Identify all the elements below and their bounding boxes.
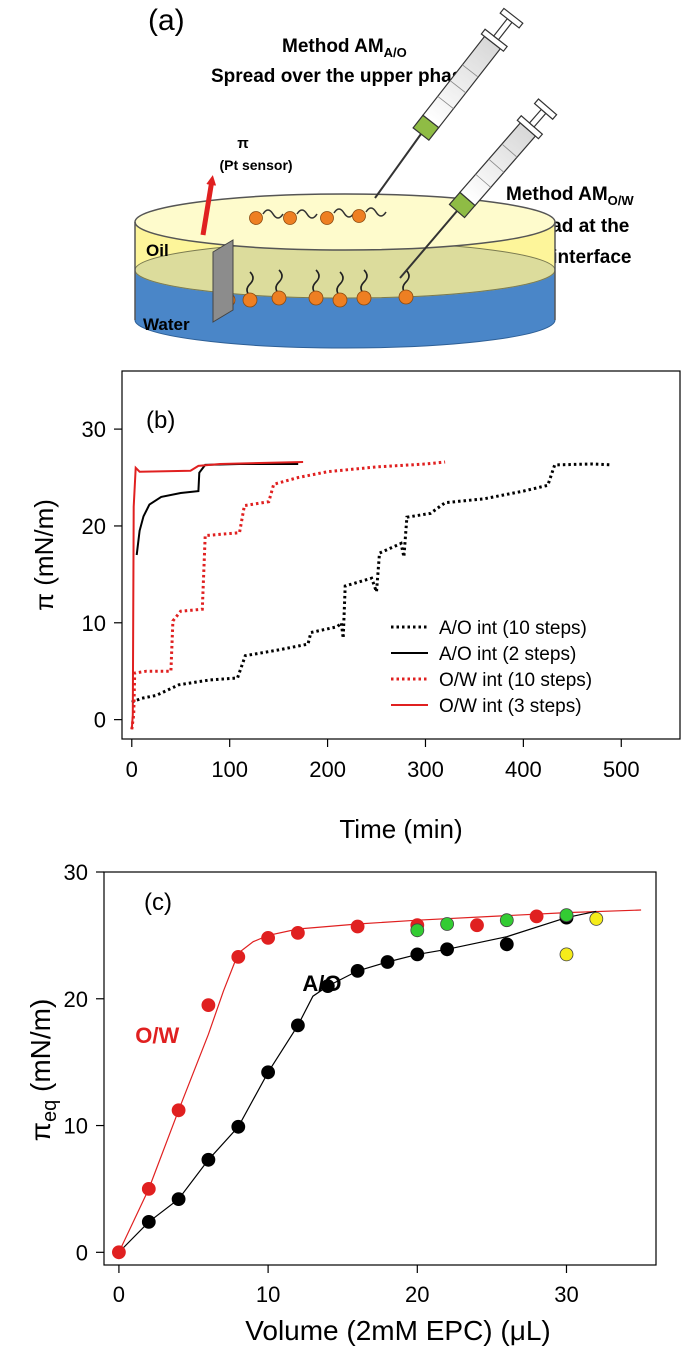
panel-c-point-green bbox=[559, 908, 574, 922]
panel-c-fit-line-0 bbox=[118, 909, 642, 1253]
panel-b-legend-label-1: A/O int (2 steps) bbox=[439, 644, 576, 665]
syringe-ow-icon bbox=[399, 98, 558, 279]
panel-c-point-green bbox=[410, 923, 425, 938]
panel-c-xlabel: Volume (2mM EPC) (μL) bbox=[245, 1315, 551, 1346]
panel-b-xtick-label: 200 bbox=[309, 757, 346, 782]
panel-c-point-ao bbox=[290, 1018, 305, 1033]
oil-label: Oil bbox=[146, 241, 169, 260]
panel-c-point-ao bbox=[380, 955, 395, 969]
panel-c-point-ao bbox=[440, 942, 455, 957]
panel-c-point-ow bbox=[231, 950, 246, 964]
panel-c-point-ao bbox=[410, 947, 425, 962]
panel-c-annotation-1: A/O bbox=[302, 971, 341, 996]
panel-c-point-ao bbox=[320, 979, 335, 993]
panel-c-point-ao bbox=[201, 1152, 216, 1167]
panel-c-point-ow bbox=[141, 1182, 156, 1196]
panel-c-axes: 0 10 20 30 0 10 20 30 bbox=[64, 860, 579, 1307]
panel-b-ylabel: π (mN/m) bbox=[29, 499, 59, 611]
panel-b-xlabel: Time (min) bbox=[339, 814, 462, 844]
panel-c-fit-line-1 bbox=[118, 910, 597, 1253]
panel-c-ytick-label: 30 bbox=[64, 860, 88, 885]
panel-c-ytick-label: 10 bbox=[64, 1114, 88, 1139]
syringe-ao-icon bbox=[374, 7, 524, 199]
panel-b-series bbox=[130, 460, 612, 730]
panel-c-xtick-label: 0 bbox=[113, 1282, 125, 1307]
panel-b-legend: A/O int (10 steps) A/O int (2 steps) O/W i… bbox=[391, 618, 592, 717]
panel-b-xtick-label: 400 bbox=[505, 757, 542, 782]
panel-b-axes: 0 100 200 300 400 500 0 10 20 30 bbox=[82, 417, 640, 782]
panel-c-point-ao bbox=[350, 964, 365, 978]
panel-c-ytick-label: 20 bbox=[64, 987, 88, 1012]
panel-b-label: (b) bbox=[146, 407, 175, 434]
panel-b-ytick-label: 30 bbox=[82, 417, 106, 442]
method-ao-description: Spread over the upper phase bbox=[211, 66, 473, 87]
panel-c-point-ao bbox=[261, 1065, 276, 1080]
water-label: Water bbox=[143, 315, 190, 334]
panel-c-point-ow bbox=[529, 909, 544, 924]
panel-b-frame bbox=[121, 370, 681, 740]
force-arrow bbox=[200, 175, 217, 236]
panel-c-ylabel: πeq (mN/m) bbox=[25, 999, 61, 1142]
panel-b-xtick-label: 300 bbox=[407, 757, 444, 782]
panel-b-legend-label-2: O/W int (10 steps) bbox=[439, 670, 592, 691]
panel-c-point-ao bbox=[171, 1192, 186, 1206]
panel-c-xtick-label: 20 bbox=[405, 1282, 429, 1307]
panel-c-point-ao bbox=[141, 1215, 156, 1229]
panel-c-annotations: O/W A/O bbox=[135, 971, 341, 1048]
panel-c-point-ow bbox=[201, 998, 216, 1012]
panel-b-ytick-label: 0 bbox=[94, 708, 106, 733]
panel-c-point-ow bbox=[470, 918, 484, 933]
panel-c-point-ao bbox=[499, 937, 514, 952]
panel-b-xtick-label: 100 bbox=[211, 757, 248, 782]
panel-c-frame bbox=[103, 871, 657, 1266]
method-ao-title: Method AMA/O bbox=[282, 36, 407, 60]
panel-a: (a) Method AMA/O Spread over the upper p… bbox=[134, 4, 634, 349]
surface-molecule-heads bbox=[249, 209, 366, 225]
panel-c-fit-lines bbox=[118, 909, 642, 1253]
method-ow-title: Method AMO/W bbox=[506, 184, 634, 208]
panel-c-point-ow bbox=[112, 1245, 126, 1260]
panel-c-label: (c) bbox=[144, 889, 172, 916]
surface-molecules bbox=[262, 207, 387, 219]
panel-b: (b) 0 100 200 300 400 500 0 10 20 30 Time (min) π… bbox=[29, 370, 681, 844]
panel-c-point-ow bbox=[171, 1103, 186, 1118]
panel-c-xtick-label: 10 bbox=[256, 1282, 280, 1307]
panel-c-point-ow bbox=[261, 931, 276, 945]
panel-b-xtick-label: 500 bbox=[603, 757, 640, 782]
panel-b-series-line-2 bbox=[130, 460, 446, 730]
panel-b-ytick-label: 10 bbox=[82, 611, 106, 636]
panel-c-point-ao bbox=[231, 1119, 246, 1134]
panel-b-xtick-label: 0 bbox=[126, 757, 138, 782]
panel-c-xtick-label: 30 bbox=[554, 1282, 578, 1307]
panel-b-series-line-1 bbox=[135, 463, 299, 556]
panel-c-point-yellow bbox=[559, 947, 574, 962]
panel-b-legend-label-3: O/W int (3 steps) bbox=[439, 696, 582, 717]
panel-c-point-ow bbox=[290, 926, 305, 940]
panel-b-series-line-3 bbox=[130, 461, 304, 730]
panel-b-legend-label-0: A/O int (10 steps) bbox=[439, 618, 587, 639]
pt-sensor-label: (Pt sensor) bbox=[219, 157, 292, 173]
panel-c-point-green bbox=[440, 917, 455, 931]
panel-c: (c) 0 10 20 30 0 10 20 30 O/W A/O Volume (2mM EP… bbox=[25, 860, 657, 1346]
panel-c-ytick-label: 0 bbox=[76, 1240, 88, 1265]
panel-b-series-line-0 bbox=[131, 462, 612, 704]
panel-b-ytick-label: 20 bbox=[82, 514, 106, 539]
panel-a-label: (a) bbox=[148, 4, 185, 37]
panel-c-annotation-0: O/W bbox=[135, 1023, 179, 1048]
pt-plate-sensor bbox=[212, 239, 234, 323]
panel-c-points bbox=[112, 908, 604, 1260]
panel-c-point-yellow bbox=[589, 912, 604, 926]
pi-symbol: π bbox=[237, 135, 249, 152]
panel-c-point-green bbox=[499, 913, 514, 928]
panel-c-point-ow bbox=[350, 919, 365, 934]
trough-rim bbox=[134, 193, 556, 251]
